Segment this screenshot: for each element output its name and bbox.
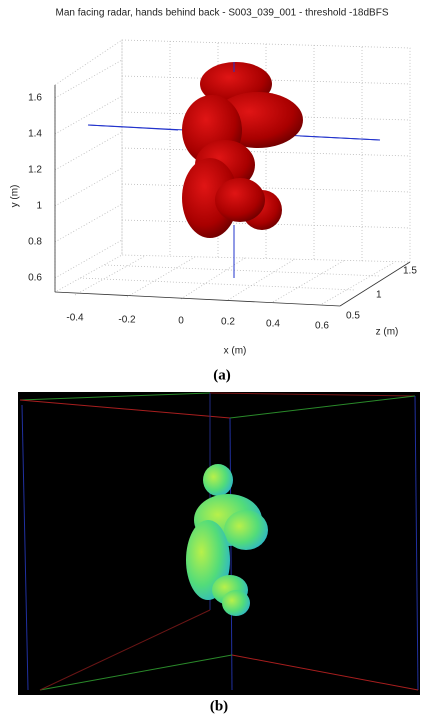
render-shape <box>186 464 268 616</box>
y-tick-label: 1.4 <box>28 129 42 140</box>
x-tick-label: 0.4 <box>266 319 280 330</box>
y-tick-label: 0.8 <box>28 237 42 248</box>
z-tick-label: 0.5 <box>346 311 360 322</box>
x-tick-label: -0.4 <box>66 313 84 324</box>
panel-a: Man facing radar, hands behind back - S0… <box>10 8 418 384</box>
z-tick-label: 1 <box>376 290 382 301</box>
y-tick-label: 1.6 <box>28 93 42 104</box>
axes <box>54 85 411 307</box>
x-tick-label: -0.2 <box>118 315 136 326</box>
caption: (b) <box>210 698 228 714</box>
y-tick-label: 0.6 <box>28 273 42 284</box>
x-label: x (m) <box>224 346 247 357</box>
title: Man facing radar, hands behind back - S0… <box>56 8 389 19</box>
z-label: z (m) <box>376 327 399 338</box>
caption: (a) <box>213 367 231 383</box>
y-label: y (m) <box>10 185 21 208</box>
x-tick-label: 0.6 <box>315 321 329 332</box>
z-tick-label: 1.5 <box>403 266 417 277</box>
panel-b: (b) <box>18 392 420 714</box>
y-tick-label: 1 <box>36 201 42 212</box>
x-tick-label: 0.2 <box>221 317 235 328</box>
x-tick-label: 0 <box>178 316 184 327</box>
radar-shape <box>87 62 381 278</box>
y-tick-label: 1.2 <box>28 165 42 176</box>
